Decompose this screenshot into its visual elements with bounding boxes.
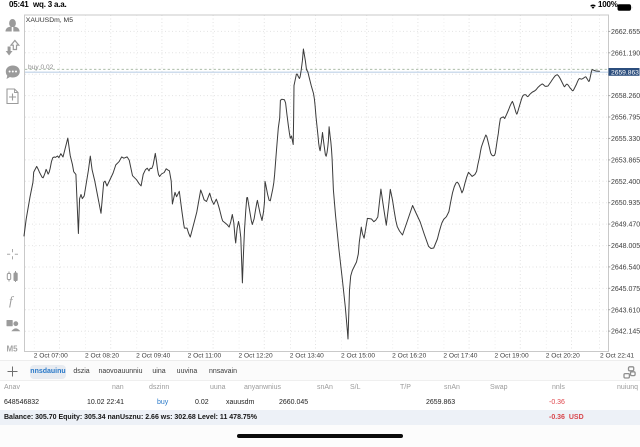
svg-text:2658.260: 2658.260 [611,93,640,100]
svg-text:2 Oct 12:20: 2 Oct 12:20 [239,353,273,360]
svg-text:2 Oct 20:20: 2 Oct 20:20 [546,353,580,360]
svg-text:f: f [9,293,15,308]
svg-text:XAUUSDm, M5: XAUUSDm, M5 [26,17,73,24]
svg-text:2645.075: 2645.075 [611,286,640,293]
svg-text:2 Oct 17:40: 2 Oct 17:40 [443,353,477,360]
svg-text:2655.330: 2655.330 [611,136,640,143]
svg-text:2 Oct 22:41: 2 Oct 22:41 [600,353,634,360]
svg-text:2648.005: 2648.005 [611,243,640,250]
svg-text:2646.540: 2646.540 [611,265,640,272]
svg-text:2 Oct 11:00: 2 Oct 11:00 [188,353,222,360]
svg-text:2 Oct 13:40: 2 Oct 13:40 [290,353,324,360]
svg-text:2 Oct 19:00: 2 Oct 19:00 [495,353,529,360]
svg-text:M5: M5 [7,345,19,354]
svg-text:2643.610: 2643.610 [611,307,640,314]
svg-text:2650.935: 2650.935 [611,200,640,207]
svg-text:2642.145: 2642.145 [611,329,640,336]
svg-text:2649.470: 2649.470 [611,222,640,229]
svg-text:2 Oct 07:00: 2 Oct 07:00 [34,353,68,360]
svg-text:2659.863: 2659.863 [611,69,639,76]
svg-text:2 Oct 09:40: 2 Oct 09:40 [136,353,170,360]
svg-text:2656.795: 2656.795 [611,115,640,122]
svg-text:2652.400: 2652.400 [611,179,640,186]
svg-text:buy 0.02: buy 0.02 [28,64,54,71]
svg-text:2662.655: 2662.655 [611,29,640,36]
svg-text:2 Oct 16:20: 2 Oct 16:20 [392,353,426,360]
svg-text:2 Oct 15:00: 2 Oct 15:00 [341,353,375,360]
svg-text:2 Oct 08:20: 2 Oct 08:20 [85,353,119,360]
svg-text:2653.865: 2653.865 [611,157,640,164]
svg-text:2661.190: 2661.190 [611,50,640,57]
